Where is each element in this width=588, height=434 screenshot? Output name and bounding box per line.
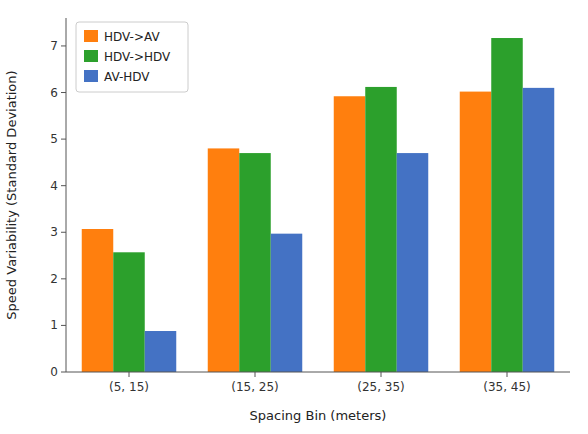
legend-label: AV-HDV — [104, 70, 150, 84]
x-axis-line — [66, 372, 570, 373]
legend-swatch — [84, 30, 98, 42]
legend-swatch — [84, 70, 98, 82]
legend-label: HDV->HDV — [104, 50, 171, 64]
y-tick-label: 5 — [50, 132, 58, 146]
legend-swatch — [84, 50, 98, 62]
x-tick — [381, 372, 382, 377]
x-tick — [129, 372, 130, 377]
x-axis-label: Spacing Bin (meters) — [250, 408, 387, 423]
x-tick — [507, 372, 508, 377]
bar — [145, 331, 177, 372]
x-tick — [255, 372, 256, 377]
legend-box — [76, 22, 188, 92]
x-tick-label: (35, 45) — [483, 380, 531, 394]
x-tick-label: (25, 35) — [357, 380, 405, 394]
y-tick-label: 0 — [50, 365, 58, 379]
y-tick-label: 7 — [50, 39, 58, 53]
x-tick-label: (15, 25) — [231, 380, 279, 394]
y-tick — [61, 92, 66, 93]
bar — [397, 153, 429, 372]
y-tick — [61, 325, 66, 326]
y-tick-label: 1 — [50, 318, 58, 332]
y-tick — [61, 139, 66, 140]
bar — [460, 92, 492, 372]
y-tick — [61, 278, 66, 279]
y-tick — [61, 185, 66, 186]
bar — [208, 148, 240, 372]
y-tick-label: 2 — [50, 272, 58, 286]
chart: 0 1 2 3 4 5 6 7 (5, 15) (15, 25) (25, 35) (35, 45) S… — [0, 0, 588, 434]
y-tick-label: 4 — [50, 179, 58, 193]
bar — [334, 96, 366, 372]
legend: HDV->AV HDV->HDV AV-HDV — [76, 22, 188, 92]
y-tick — [61, 232, 66, 233]
bar — [271, 234, 303, 372]
y-tick — [61, 372, 66, 373]
y-axis-line — [66, 18, 67, 372]
y-tick-label: 6 — [50, 86, 58, 100]
bar — [239, 153, 271, 372]
y-axis-label: Speed Variability (Standard Deviation) — [4, 70, 19, 319]
legend-label: HDV->AV — [104, 30, 160, 44]
y-tick-label: 3 — [50, 225, 58, 239]
y-tick — [61, 45, 66, 46]
bar — [365, 87, 397, 372]
x-tick-label: (5, 15) — [109, 380, 149, 394]
x-axis: (5, 15) (15, 25) (25, 35) (35, 45) — [66, 372, 570, 394]
bar — [113, 252, 145, 372]
bar — [491, 38, 523, 372]
y-axis: 0 1 2 3 4 5 6 7 — [50, 18, 66, 379]
bar — [82, 229, 114, 372]
bar — [523, 88, 555, 372]
